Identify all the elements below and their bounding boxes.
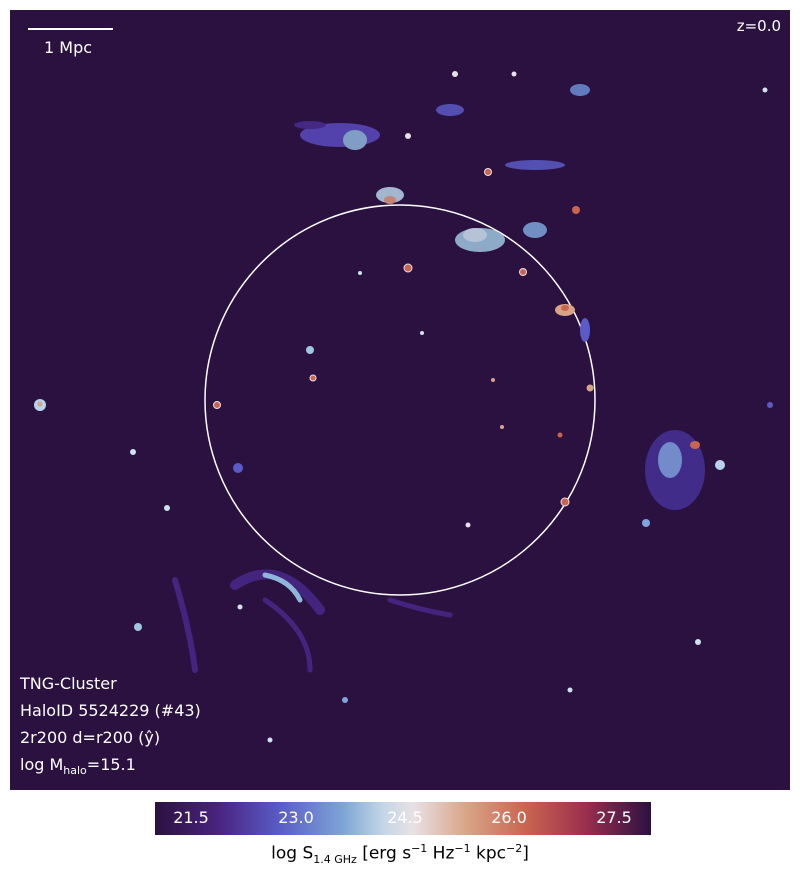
scale-bar bbox=[28, 28, 113, 30]
colorbar: 21.5 23.0 24.5 26.0 27.5 bbox=[155, 802, 651, 835]
colorbar-label: log S1.4 GHz [erg s−1 Hz−1 kpc−2] bbox=[271, 842, 529, 867]
scale-bar-label: 1 Mpc bbox=[44, 38, 93, 57]
halo-id: HaloID 5524229 (#43) bbox=[20, 700, 201, 720]
r200-circle bbox=[204, 204, 596, 596]
right-group bbox=[555, 304, 725, 510]
colorbar-tick: 27.5 bbox=[596, 808, 632, 827]
lower-left-arcs bbox=[172, 569, 453, 673]
colorbar-tick: 23.0 bbox=[278, 808, 314, 827]
colorbar-tick: 24.5 bbox=[387, 808, 423, 827]
colorbar-tick: 21.5 bbox=[173, 808, 209, 827]
radio-emission-map: 1 Mpc z=0.0 TNG-Cluster HaloID 5524229 (… bbox=[10, 10, 790, 790]
halo-mass: log Mhalo=15.1 bbox=[20, 754, 136, 777]
compact-sources bbox=[34, 71, 773, 743]
emission-blobs bbox=[34, 71, 773, 743]
redshift-label: z=0.0 bbox=[736, 17, 781, 35]
halo-info: TNG-Cluster HaloID 5524229 (#43) 2r200 d… bbox=[20, 670, 201, 784]
simulation-name: TNG-Cluster bbox=[20, 673, 117, 693]
colorbar-tick: 26.0 bbox=[491, 808, 527, 827]
projection-info: 2r200 d=r200 (ŷ) bbox=[20, 727, 161, 747]
upper-filament bbox=[294, 84, 590, 252]
